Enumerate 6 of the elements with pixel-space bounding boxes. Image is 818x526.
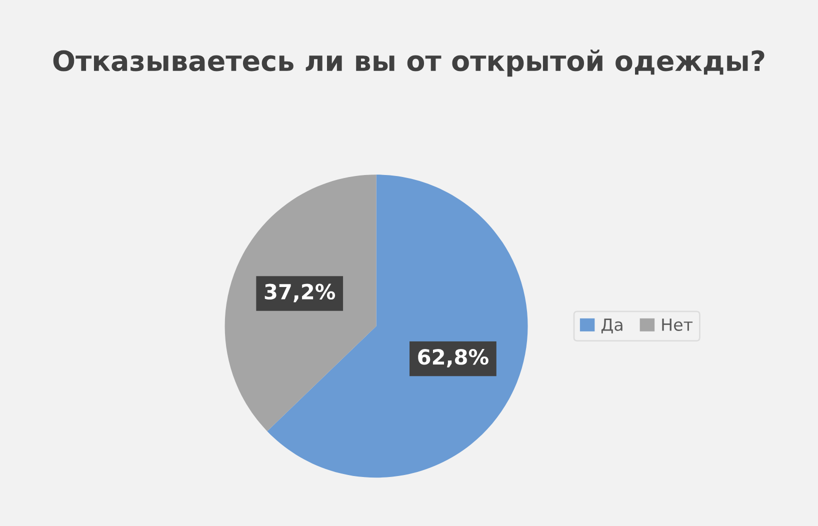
data-label: 62,8% <box>418 349 488 368</box>
data-label: 37,2% <box>264 284 336 302</box>
legend-label: Да <box>601 318 622 334</box>
chart-title: Отказываетесь ли вы от открытой одежды? <box>53 50 764 77</box>
legend-label: Нет <box>662 318 693 331</box>
pie-slice <box>224 174 376 432</box>
